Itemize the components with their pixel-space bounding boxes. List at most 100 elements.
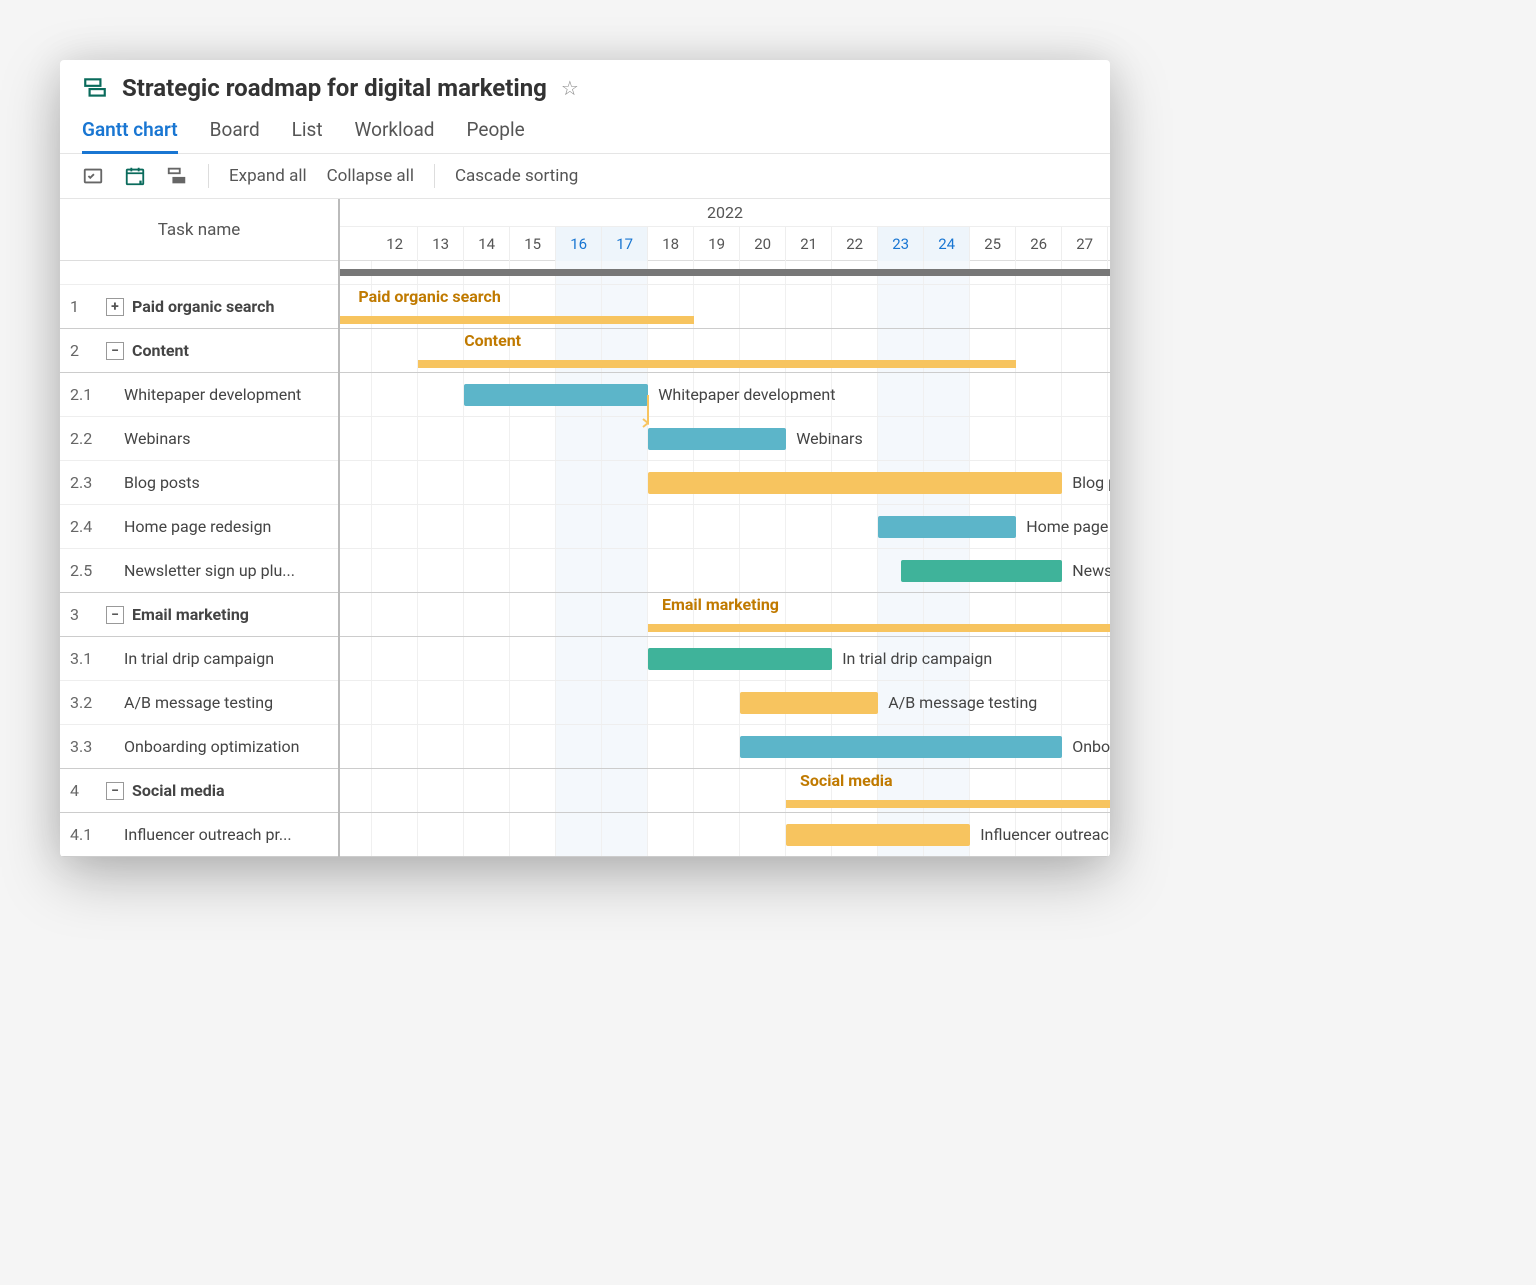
tab-workload[interactable]: Workload: [355, 110, 435, 153]
gantt-group-row: Content: [340, 329, 1110, 373]
gantt-bar[interactable]: Blog posts: [648, 472, 1062, 494]
gantt-bar-label: Webinars: [796, 428, 863, 450]
task-label[interactable]: Social media: [132, 781, 225, 800]
gantt-bar[interactable]: Onboarding optimization: [740, 736, 1062, 758]
task-label[interactable]: Email marketing: [132, 605, 249, 624]
gantt-task-row: Onboarding optimization: [340, 725, 1110, 769]
gantt-bar[interactable]: Webinars: [648, 428, 786, 450]
task-list-pane: Task name 1+Paid organic search2−Content…: [60, 199, 340, 857]
gantt-bar[interactable]: A/B message testing: [740, 692, 878, 714]
group-summary-bar[interactable]: [648, 624, 1110, 632]
gantt-group-row: Social media: [340, 769, 1110, 813]
group-summary-bar[interactable]: [786, 800, 1110, 808]
spacer-row: [60, 261, 338, 285]
view-tabs: Gantt chart Board List Workload People: [60, 110, 1110, 154]
group-summary-bar[interactable]: [340, 316, 694, 324]
task-row: 3.3 Onboarding optimization: [60, 725, 338, 769]
group-summary-bar[interactable]: [418, 360, 1016, 368]
gantt-bar[interactable]: Newsletter: [901, 560, 1062, 582]
group-bar-label: Content: [464, 331, 521, 350]
toggle-collapse-icon[interactable]: −: [106, 782, 124, 800]
group-bar-label: Social media: [800, 771, 893, 790]
gantt-group-row: Paid organic search: [340, 285, 1110, 329]
task-label[interactable]: Onboarding optimization: [110, 737, 300, 756]
year-label: 2022: [340, 199, 1110, 227]
tab-board[interactable]: Board: [210, 110, 260, 153]
task-label[interactable]: Influencer outreach pr...: [110, 825, 292, 844]
gantt-grid: Task name 1+Paid organic search2−Content…: [60, 199, 1110, 857]
day-22: 22: [832, 227, 878, 261]
task-group-row: 3−Email marketing: [60, 593, 338, 637]
gantt-group-row: Email marketing: [340, 593, 1110, 637]
cascade-sorting-button[interactable]: Cascade sorting: [455, 166, 578, 186]
gantt-task-row: Home page redesign: [340, 505, 1110, 549]
tab-list[interactable]: List: [292, 110, 323, 153]
task-label[interactable]: Content: [132, 341, 189, 360]
task-number: 2: [70, 341, 98, 360]
gantt-bar[interactable]: Whitepaper development: [464, 384, 648, 406]
page-title: Strategic roadmap for digital marketing: [122, 74, 547, 102]
day-24: 24: [924, 227, 970, 261]
toggle-collapse-icon[interactable]: −: [106, 342, 124, 360]
task-row: 2.4Home page redesign: [60, 505, 338, 549]
gantt-bar[interactable]: Home page redesign: [878, 516, 1016, 538]
task-label[interactable]: Home page redesign: [110, 517, 271, 536]
task-label[interactable]: Paid organic search: [132, 297, 274, 316]
toolbar-divider: [208, 164, 209, 188]
task-number: 2.2: [70, 429, 102, 448]
task-row: 2.1 Whitepaper development: [60, 373, 338, 417]
timeline-spacer: [340, 261, 1110, 285]
gantt-bar[interactable]: In trial drip campaign: [648, 648, 832, 670]
tab-gantt-chart[interactable]: Gantt chart: [82, 110, 178, 154]
gantt-bar-label: A/B message testing: [888, 692, 1037, 714]
day-15: 15: [510, 227, 556, 261]
gantt-bar-label: Whitepaper development: [658, 384, 835, 406]
task-label[interactable]: Newsletter sign up plu...: [110, 561, 295, 580]
day-25: 25: [970, 227, 1016, 261]
task-number: 2.1: [70, 385, 102, 404]
toolbar: Expand all Collapse all Cascade sorting: [60, 154, 1110, 199]
timeline-pane: 2022 1213141516171819202122232425262728 …: [340, 199, 1110, 857]
task-label[interactable]: A/B message testing: [110, 693, 273, 712]
day-28: 28: [1108, 227, 1110, 261]
favorite-star-icon[interactable]: ☆: [561, 76, 579, 100]
header: Strategic roadmap for digital marketing …: [60, 60, 1110, 110]
day-17: 17: [602, 227, 648, 261]
gantt-task-row: In trial drip campaign: [340, 637, 1110, 681]
toggle-expand-icon[interactable]: +: [106, 298, 124, 316]
tab-people[interactable]: People: [467, 110, 525, 153]
expand-all-button[interactable]: Expand all: [229, 166, 307, 186]
timeline-range-bar: [340, 269, 1110, 276]
calendar-icon[interactable]: [124, 165, 146, 187]
task-label[interactable]: In trial drip campaign: [110, 649, 274, 668]
gantt-bars-area: Paid organic search Content Whitepaper dev…: [340, 285, 1110, 857]
day-14: 14: [464, 227, 510, 261]
gantt-app: Strategic roadmap for digital marketing …: [60, 60, 1110, 857]
task-label[interactable]: Whitepaper development: [110, 385, 301, 404]
task-name-header: Task name: [60, 199, 338, 261]
day-19: 19: [694, 227, 740, 261]
checklist-icon[interactable]: [82, 165, 104, 187]
day-23: 23: [878, 227, 924, 261]
task-row: 2.3Blog posts: [60, 461, 338, 505]
gantt-task-row: Blog posts: [340, 461, 1110, 505]
timeline-header: 2022 1213141516171819202122232425262728: [340, 199, 1110, 261]
gantt-bar[interactable]: Influencer outreach: [786, 824, 970, 846]
toggle-collapse-icon[interactable]: −: [106, 606, 124, 624]
gantt-bar-label: Influencer outreach: [980, 824, 1110, 846]
project-icon: [82, 75, 108, 101]
task-row: 2.2 Webinars: [60, 417, 338, 461]
task-label[interactable]: Blog posts: [110, 473, 200, 492]
day-13: 13: [418, 227, 464, 261]
gantt-bar-label: Newsletter: [1072, 560, 1110, 582]
task-number: 4.1: [70, 825, 102, 844]
task-label[interactable]: Webinars: [110, 429, 191, 448]
day-26: 26: [1016, 227, 1062, 261]
hierarchy-icon[interactable]: [166, 165, 188, 187]
toolbar-divider: [434, 164, 435, 188]
task-group-row: 1+Paid organic search: [60, 285, 338, 329]
collapse-all-button[interactable]: Collapse all: [327, 166, 414, 186]
task-number: 3.3: [70, 737, 102, 756]
task-group-row: 2−Content: [60, 329, 338, 373]
task-row: 2.5Newsletter sign up plu...: [60, 549, 338, 593]
